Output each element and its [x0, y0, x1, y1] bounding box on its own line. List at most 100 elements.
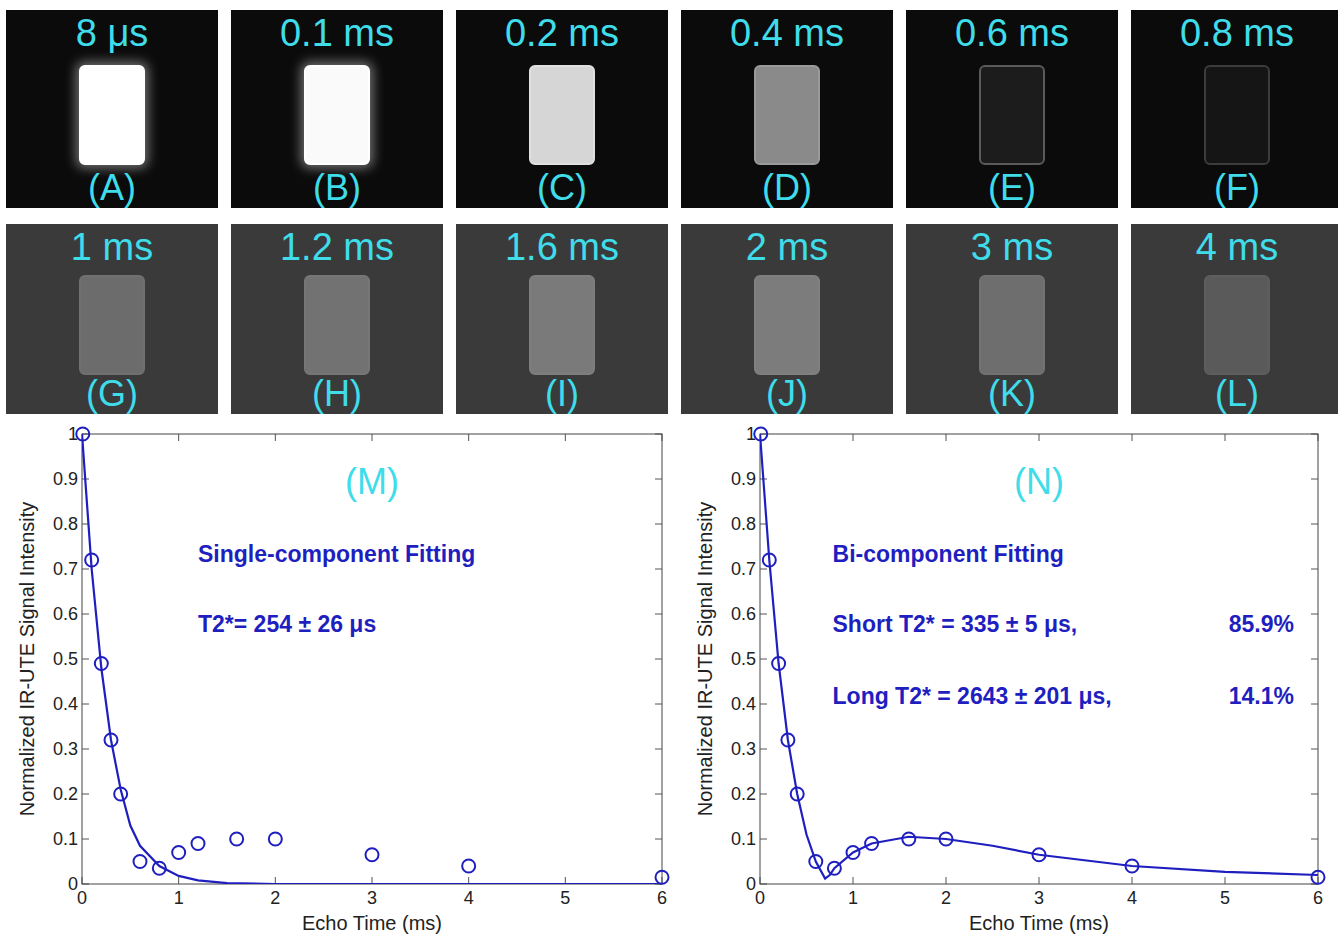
- y-tick-label: 0.4: [731, 694, 756, 714]
- image-panel: 2 ms(J): [681, 224, 893, 414]
- image-panel: 0.1 ms(B): [231, 10, 443, 208]
- y-tick-right: [1311, 569, 1318, 570]
- y-tick-right: [655, 524, 662, 525]
- x-tick-label: 2: [941, 888, 951, 908]
- y-tick-right: [1311, 614, 1318, 615]
- mri-sample: [80, 276, 144, 374]
- image-panel: 1 ms (G): [6, 224, 218, 414]
- y-tick-label: 0.4: [53, 694, 78, 714]
- image-halo: [301, 62, 373, 168]
- image-halo: [76, 62, 148, 168]
- x-tick-label: 5: [560, 888, 570, 908]
- mri-sample: [530, 276, 594, 374]
- annotation: Bi-component Fitting: [833, 541, 1064, 567]
- plot-area: [760, 434, 1318, 884]
- panel-letter: (F): [1214, 167, 1260, 208]
- echo-time-label: 0.6 ms: [955, 12, 1069, 54]
- y-tick: [760, 839, 767, 840]
- y-tick-label: 0.8: [731, 514, 756, 534]
- y-tick-right: [655, 704, 662, 705]
- mri-sample: [755, 66, 819, 164]
- image-panel: 0.2 ms(C): [456, 10, 668, 208]
- panel-letter: (I): [545, 373, 579, 414]
- data-point: [1312, 871, 1325, 884]
- echo-time-label: 0.4 ms: [730, 12, 844, 54]
- x-tick-label: 1: [848, 888, 858, 908]
- fit-curve: [760, 434, 1318, 879]
- panel-letter: (B): [313, 167, 361, 208]
- chart: 012345600.10.20.30.40.50.60.70.80.91Echo…: [16, 424, 669, 934]
- panel-letter: (L): [1215, 373, 1259, 414]
- annotation: Single-component Fitting: [198, 541, 475, 567]
- y-axis-title: Normalized IR-UTE Signal Intensity: [16, 502, 38, 817]
- y-tick-label: 0.8: [53, 514, 78, 534]
- x-tick-top: [853, 434, 854, 441]
- plot-area: [82, 434, 662, 884]
- y-tick-right: [655, 659, 662, 660]
- mri-sample: [530, 66, 594, 164]
- annotation: 85.9%: [1229, 611, 1294, 637]
- y-tick-label: 0.6: [731, 604, 756, 624]
- line-group: [760, 434, 1318, 879]
- y-axis-title: Normalized IR-UTE Signal Intensity: [694, 502, 716, 817]
- y-tick: [82, 749, 89, 750]
- x-tick: [1132, 877, 1133, 884]
- echo-time-label: 3 ms: [971, 226, 1053, 268]
- x-tick-label: 3: [367, 888, 377, 908]
- data-point: [366, 848, 379, 861]
- y-tick-right: [655, 614, 662, 615]
- plot-frame: [760, 434, 1318, 884]
- x-tick: [178, 877, 179, 884]
- y-tick-label: 0.7: [731, 559, 756, 579]
- x-tick: [1039, 877, 1040, 884]
- x-tick: [853, 877, 854, 884]
- plot-frame: [82, 434, 662, 884]
- data-point: [462, 860, 475, 873]
- y-tick-label: 0.2: [53, 784, 78, 804]
- x-tick-top: [565, 434, 566, 441]
- y-tick-label: 0.9: [731, 469, 756, 489]
- y-tick-label: 0.6: [53, 604, 78, 624]
- panel-background: [6, 224, 218, 414]
- mri-sample: [305, 66, 369, 164]
- y-tick-label: 0.9: [53, 469, 78, 489]
- echo-time-label: 1 ms: [71, 226, 153, 268]
- y-tick-right: [1311, 524, 1318, 525]
- y-tick-right: [655, 569, 662, 570]
- y-tick-right: [1311, 704, 1318, 705]
- y-tick-right: [1311, 659, 1318, 660]
- fit-curve: [82, 434, 662, 884]
- y-tick-label: 0.2: [731, 784, 756, 804]
- y-tick-label: 0.3: [53, 739, 78, 759]
- y-tick-label: 0.3: [731, 739, 756, 759]
- y-tick: [760, 614, 767, 615]
- x-tick: [1225, 877, 1226, 884]
- x-tick-label: 4: [464, 888, 474, 908]
- panel-letter: (H): [312, 373, 362, 414]
- data-point: [192, 837, 205, 850]
- image-panel: 1.2 ms (H): [231, 224, 443, 414]
- image-panel: 1.6 ms(I): [456, 224, 668, 414]
- panel-background: [456, 224, 668, 414]
- data-marks: [76, 428, 668, 885]
- panel-background: [681, 224, 893, 414]
- panel-background: [906, 10, 1118, 208]
- image-panel: 0.6 ms(E): [906, 10, 1118, 208]
- y-tick-right: [655, 479, 662, 480]
- line-group: [82, 434, 662, 884]
- y-tick-right: [1311, 839, 1318, 840]
- x-tick: [946, 877, 947, 884]
- x-tick-label: 5: [1220, 888, 1230, 908]
- annotation: 14.1%: [1229, 683, 1294, 709]
- panel-letter: (C): [537, 167, 587, 208]
- data-point: [172, 846, 185, 859]
- chart: 012345600.10.20.30.40.50.60.70.80.91Echo…: [694, 424, 1325, 934]
- echo-time-label: 0.8 ms: [1180, 12, 1294, 54]
- panel-background: [906, 224, 1118, 414]
- x-tick-label: 0: [755, 888, 765, 908]
- y-tick-right: [655, 794, 662, 795]
- y-tick-right: [655, 749, 662, 750]
- panel-letter: (G): [86, 373, 138, 414]
- y-tick-label: 0.5: [53, 649, 78, 669]
- echo-time-label: 1.2 ms: [280, 226, 394, 268]
